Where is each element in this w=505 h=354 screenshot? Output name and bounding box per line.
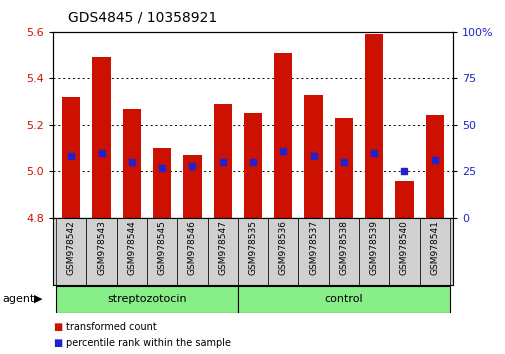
Bar xyxy=(394,181,413,218)
Bar xyxy=(207,218,237,285)
Text: GSM978537: GSM978537 xyxy=(309,221,318,275)
Text: GSM978542: GSM978542 xyxy=(67,221,76,275)
Bar xyxy=(328,218,358,285)
Bar xyxy=(92,57,111,218)
Bar xyxy=(364,34,382,218)
Bar xyxy=(177,218,207,285)
Bar xyxy=(274,53,292,218)
Bar xyxy=(298,218,328,285)
Bar xyxy=(153,148,171,218)
Text: GSM978543: GSM978543 xyxy=(97,221,106,275)
Bar xyxy=(419,218,449,285)
Text: GDS4845 / 10358921: GDS4845 / 10358921 xyxy=(68,11,217,25)
Text: GSM978540: GSM978540 xyxy=(399,221,408,275)
Text: GSM978541: GSM978541 xyxy=(429,221,438,275)
Text: GSM978535: GSM978535 xyxy=(248,221,257,275)
Bar xyxy=(425,115,443,218)
Text: GSM978545: GSM978545 xyxy=(158,221,166,275)
Bar xyxy=(147,218,177,285)
Bar xyxy=(56,218,86,285)
Text: ■: ■ xyxy=(53,338,62,348)
Text: agent: agent xyxy=(3,294,35,304)
Text: GSM978547: GSM978547 xyxy=(218,221,227,275)
Bar xyxy=(237,286,449,313)
Text: GSM978546: GSM978546 xyxy=(187,221,196,275)
Bar xyxy=(243,113,262,218)
Bar xyxy=(237,218,268,285)
Text: streptozotocin: streptozotocin xyxy=(107,294,186,304)
Bar xyxy=(183,155,201,218)
Text: ■: ■ xyxy=(53,322,62,332)
Text: GSM978536: GSM978536 xyxy=(278,221,287,275)
Bar xyxy=(86,218,117,285)
Bar xyxy=(56,286,237,313)
Bar xyxy=(213,104,231,218)
Bar xyxy=(123,109,141,218)
Text: GSM978544: GSM978544 xyxy=(127,221,136,275)
Bar xyxy=(388,218,419,285)
Bar xyxy=(117,218,147,285)
Bar xyxy=(334,118,352,218)
Text: GSM978538: GSM978538 xyxy=(339,221,347,275)
Text: transformed count: transformed count xyxy=(66,322,156,332)
Bar xyxy=(62,97,80,218)
Bar xyxy=(304,95,322,218)
Bar xyxy=(268,218,298,285)
Text: ▶: ▶ xyxy=(34,294,42,304)
Text: percentile rank within the sample: percentile rank within the sample xyxy=(66,338,230,348)
Bar xyxy=(358,218,388,285)
Text: GSM978539: GSM978539 xyxy=(369,221,378,275)
Text: control: control xyxy=(324,294,363,304)
